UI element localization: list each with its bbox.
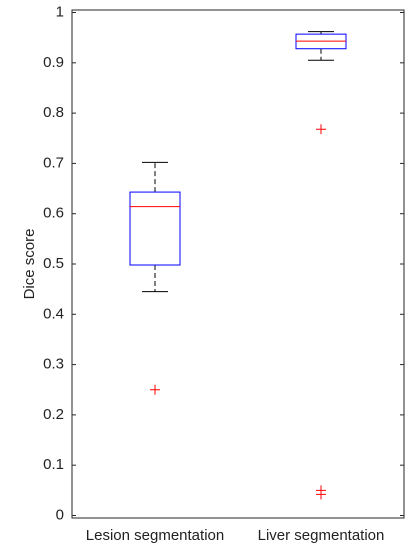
x-tick-label: Lesion segmentation	[86, 527, 224, 544]
y-tick-label: 0.3	[43, 356, 64, 373]
outlier	[316, 489, 326, 500]
y-tick-label: 0.2	[43, 406, 64, 423]
y-tick-label: 0.8	[43, 104, 64, 121]
axes-frame	[71, 9, 405, 519]
y-tick-label: 0.9	[43, 54, 64, 71]
x-tick-label: Liver segmentation	[258, 527, 385, 544]
box	[129, 191, 181, 266]
y-tick-label: 0.1	[43, 456, 64, 473]
y-tick-label: 0.7	[43, 154, 64, 171]
y-tick-label: 1	[56, 3, 64, 20]
y-tick-label: 0.4	[43, 305, 64, 322]
y-tick-label: 0.5	[43, 255, 64, 272]
y-tick-label: 0	[56, 506, 64, 523]
outlier	[150, 384, 160, 395]
y-tick-label: 0.6	[43, 205, 64, 222]
y-axis-label: Dice score	[21, 229, 38, 300]
outlier	[316, 124, 326, 135]
